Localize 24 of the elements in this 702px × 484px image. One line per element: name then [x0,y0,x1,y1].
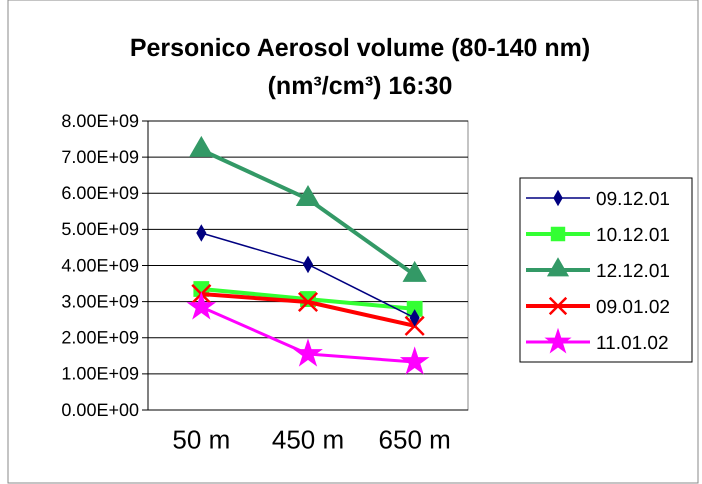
chart-subtitle: (nm³/cm³) 16:30 [268,72,452,100]
y-tick-label: 4.00E+09 [61,255,139,276]
point [298,292,318,312]
point [404,315,426,336]
point [296,186,320,206]
x-tick-label: 650 m [378,424,451,454]
y-tick-label: 5.00E+09 [61,219,139,240]
legend-label: 09.01.02 [596,297,670,318]
chart-title: Personico Aerosol volume (80-140 nm) [130,34,590,62]
legend-label: 11.01.02 [596,333,669,354]
point [188,292,216,319]
y-tick-label: 0.00E+00 [61,400,139,420]
y-tick-label: 7.00E+09 [61,146,139,167]
y-tick-label: 8.00E+09 [61,110,139,131]
y-tick-label: 2.00E+09 [61,328,139,348]
x-tick-label: 50 m [172,424,230,454]
legend-label: 10.12.01 [596,225,670,246]
legend-label: 09.12.01 [596,189,670,210]
x-tick-label: 450 m [272,424,344,454]
y-tick-label: 6.00E+09 [61,183,139,204]
y-tick-label: 1.00E+09 [61,364,139,384]
point [190,136,214,157]
y-tick-label: 3.00E+09 [61,291,139,312]
legend-label: 12.12.01 [596,261,670,282]
